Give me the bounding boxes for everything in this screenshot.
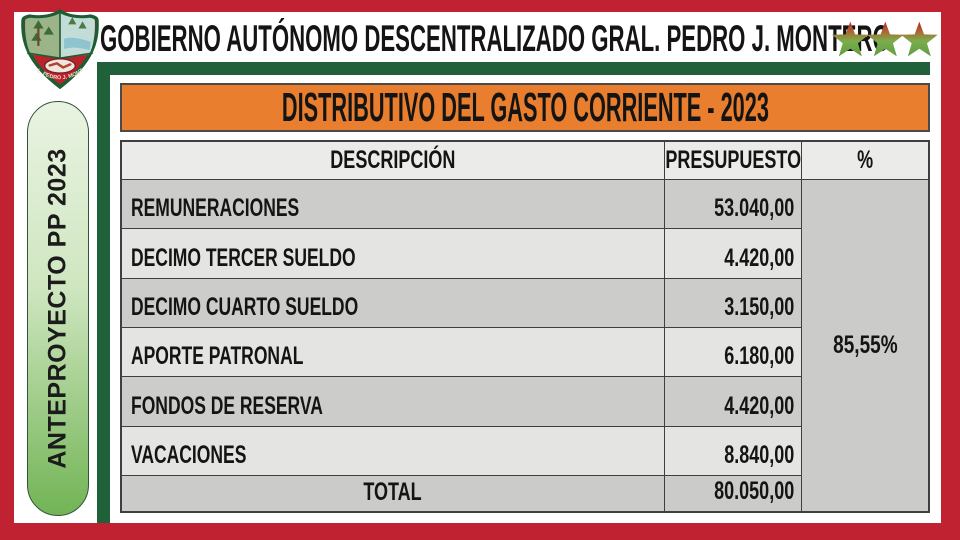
row-label: DECIMO TERCER SUELDO [131,243,356,272]
outer-border-bottom [0,523,960,540]
row-value: 8.840,00 [723,440,794,469]
total-label-cell: TOTAL [122,475,665,511]
crest-trunk [37,27,40,46]
star-icon [831,21,869,57]
crest-quadrant-left [25,13,60,59]
row-label: REMUNERACIONES [131,194,300,223]
anteproyecto-pill: ANTEPROYECTO PP 2023 [27,101,89,516]
crest-trees-right [68,17,87,29]
row-value: 3.150,00 [723,292,794,321]
table-row-descripcion: APORTE PATRONAL [122,327,665,378]
column-header-percent-text: % [856,146,873,174]
row-label: APORTE PATRONAL [131,342,304,371]
crest-river [64,37,91,51]
budget-table: DESCRIPCIÓN PRESUPUESTO % 85,55% REMUNER… [120,140,930,513]
table-row-descripcion: FONDOS DE RESERVA [122,377,665,427]
table-row-presupuesto: 3.150,00 [665,278,802,328]
row-value: 4.420,00 [723,391,794,420]
slide-title-banner: DISTRIBUTIVO DEL GASTO CORRIENTE - 2023 [120,83,930,132]
table-row-presupuesto: 53.040,00 [665,180,802,230]
table-row-presupuesto: 4.420,00 [665,377,802,427]
table-row-presupuesto: 4.420,00 [665,229,802,279]
percent-merged-cell: 85,55% [802,180,928,511]
total-label: TOTAL [363,477,423,506]
crest-quadrant-right [60,13,95,59]
municipal-crest-logo: GRAL. PEDRO J. MONTERO [19,8,99,90]
green-frame-horizontal [97,62,930,75]
table-row-descripcion: DECIMO CUARTO SUELDO [122,278,665,328]
row-label: DECIMO CUARTO SUELDO [131,292,359,321]
star-decoration [831,17,939,63]
crest-trees [31,20,54,41]
org-title-text: GOBIERNO AUTÓNOMO DESCENTRALIZADO GRAL. … [100,17,890,59]
org-title: GOBIERNO AUTÓNOMO DESCENTRALIZADO GRAL. … [100,16,960,60]
column-header-descripcion: DESCRIPCIÓN [122,142,665,180]
star-icon [866,21,904,57]
table-row-presupuesto: 8.840,00 [665,426,802,476]
row-label: VACACIONES [131,440,247,469]
table-row-descripcion: VACACIONES [122,426,665,476]
row-value: 53.040,00 [713,194,794,223]
outer-border-top [0,0,960,12]
row-value: 4.420,00 [723,243,794,272]
column-header-presupuesto-text: PRESUPUESTO [665,146,801,174]
table-row-descripcion: DECIMO TERCER SUELDO [122,229,665,279]
handshake-icon [48,62,72,69]
slide-title: DISTRIBUTIVO DEL GASTO CORRIENTE - 2023 [281,84,769,130]
table-row-descripcion: REMUNERACIONES [122,180,665,230]
anteproyecto-label: ANTEPROYECTO PP 2023 [43,148,72,469]
column-header-percent: % [802,142,928,180]
total-value: 80.050,00 [713,476,794,505]
percent-value: 85,55% [832,330,898,359]
green-frame-vertical [97,62,110,523]
row-label: FONDOS DE RESERVA [131,391,323,420]
total-value-cell: 80.050,00 [665,475,802,511]
outer-border-right [941,0,960,540]
star-icon [901,21,939,57]
outer-border-left [0,0,14,540]
table-row-presupuesto: 6.180,00 [665,327,802,378]
column-header-descripcion-text: DESCRIPCIÓN [330,146,456,174]
column-header-presupuesto: PRESUPUESTO [665,142,802,180]
row-value: 6.180,00 [723,342,794,371]
